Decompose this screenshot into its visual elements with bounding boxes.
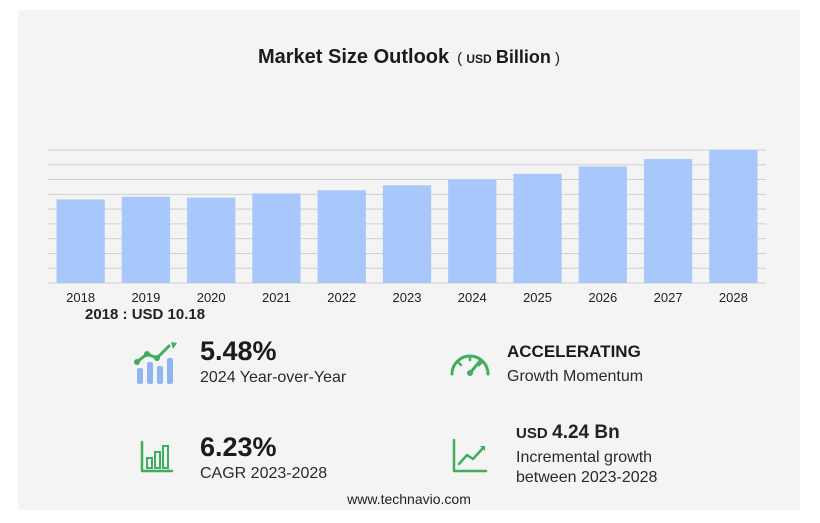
bar-2028 (709, 150, 758, 283)
x-tick-2021: 2021 (262, 290, 291, 305)
cagr-label: CAGR 2023-2028 (200, 465, 328, 482)
unit-currency: USD (466, 52, 492, 66)
bar-2025 (513, 173, 562, 283)
yoy-stat: 5.48% 2024 Year-over-Year (200, 336, 346, 387)
chart-title-text: Market Size Outlook (257, 46, 450, 68)
bar-2024 (448, 179, 497, 283)
yoy-label: 2024 Year-over-Year (200, 369, 347, 386)
x-tick-2019: 2019 (131, 290, 160, 305)
momentum-stat: ACCELERATING Growth Momentum (507, 342, 643, 386)
bars (56, 150, 758, 283)
trend-line-icon (452, 438, 488, 473)
bar-2020 (187, 197, 236, 283)
momentum-label: Growth Momentum (507, 368, 644, 385)
cagr-value: 6.23% (200, 432, 277, 462)
yoy-value: 5.48% (200, 336, 277, 366)
x-tick-2018: 2018 (66, 290, 95, 305)
bar-chart-icon (140, 440, 174, 473)
bar-2026 (578, 166, 627, 283)
cagr-stat: 6.23% CAGR 2023-2028 (200, 432, 327, 483)
momentum-value: ACCELERATING (507, 342, 641, 361)
bar-2022 (317, 190, 366, 283)
x-tick-2028: 2028 (719, 290, 748, 305)
incremental-amount: USD 4.24 Bn (516, 422, 657, 444)
x-tick-2027: 2027 (654, 290, 683, 305)
bar-chart: 2018 2019 2020 2021 2022 2023 2024 2025 2026 2027… (48, 149, 766, 305)
chart-unit: ( USD Billion ) (457, 47, 560, 67)
chart-card: Market Size Outlook( USD Billion ) 2018 2… (18, 10, 800, 510)
x-tick-2025: 2025 (523, 290, 552, 305)
bar-2018 (56, 199, 105, 283)
x-tick-2022: 2022 (327, 290, 356, 305)
unit-close: ) (555, 50, 560, 67)
x-tick-2024: 2024 (458, 290, 487, 305)
bar-2027 (643, 159, 693, 283)
bar-2023 (382, 185, 432, 283)
speedometer-icon (450, 354, 490, 376)
bar-2019 (121, 196, 171, 283)
incremental-stat: USD 4.24 Bn Incremental growth between 2… (516, 422, 657, 487)
x-tick-2023: 2023 (393, 290, 422, 305)
bar-2021 (252, 193, 301, 283)
x-tick-labels: 2018 2019 2020 2021 2022 2023 2024 2025 2026 2027… (66, 290, 748, 305)
unit-scale: Billion (495, 47, 551, 67)
chart-title: Market Size Outlook ( USD Billion ) (18, 46, 800, 69)
growth-bars-icon (134, 342, 177, 384)
footer-url: www.technavio.com (347, 491, 471, 507)
incremental-label-line1: Incremental growth (516, 449, 653, 466)
x-tick-2020: 2020 (197, 290, 226, 305)
incremental-currency: USD (516, 425, 548, 442)
baseline-value: 2018 : USD 10.18 (85, 306, 206, 323)
unit-open: ( (457, 50, 463, 67)
incremental-value: 4.24 Bn (552, 422, 620, 443)
x-tick-2026: 2026 (588, 290, 617, 305)
incremental-label-line2: between 2023-2028 (516, 469, 658, 486)
